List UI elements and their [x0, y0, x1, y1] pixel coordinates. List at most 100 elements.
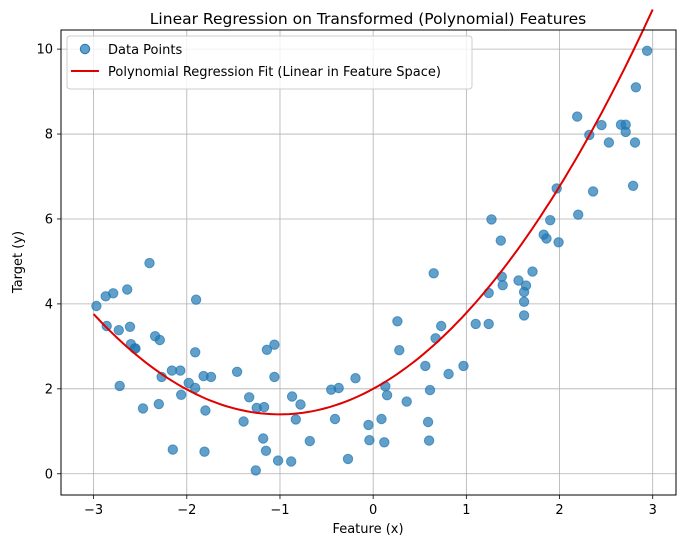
y-tick-label: 0 [45, 467, 53, 482]
data-point [114, 380, 125, 392]
data-point [342, 453, 354, 465]
data-point [436, 320, 447, 332]
data-point [286, 456, 297, 467]
data-point [518, 296, 530, 307]
y-tick-label: 8 [45, 128, 53, 143]
data-point [113, 325, 125, 336]
data-point [641, 45, 653, 56]
data-point [572, 111, 583, 122]
data-point [329, 413, 341, 425]
data-point [483, 318, 494, 330]
data-point [495, 235, 506, 246]
data-point [379, 437, 390, 448]
data-point [630, 82, 642, 93]
data-point [199, 446, 210, 457]
data-point [424, 384, 436, 396]
data-point [364, 435, 375, 446]
data-point [175, 365, 186, 376]
data-point [124, 321, 136, 332]
data-point [200, 405, 211, 416]
data-point [258, 401, 270, 413]
data-point [290, 414, 301, 425]
data-point [269, 371, 280, 383]
legend-box [66, 35, 473, 90]
regression-fit-line [92, 9, 654, 416]
data-point [286, 391, 298, 402]
data-point [470, 318, 481, 330]
data-point [231, 366, 243, 377]
data-point [620, 126, 631, 138]
data-point [269, 339, 280, 350]
y-axis: 0 2 4 6 8 10 [36, 43, 61, 482]
data-point [333, 382, 344, 394]
data-point [376, 413, 387, 425]
data-point [153, 398, 165, 410]
plot-area [91, 9, 654, 476]
y-tick-label: 10 [36, 43, 53, 58]
data-point [443, 368, 454, 380]
y-tick-label: 2 [45, 382, 53, 397]
data-point [381, 390, 393, 401]
data-point [144, 257, 155, 269]
data-point [154, 334, 166, 346]
x-tick-label: 3 [649, 503, 657, 518]
x-tick-label: 0 [369, 503, 377, 518]
data-point [513, 275, 524, 286]
data-point [545, 215, 556, 226]
legend-label-data-points: Data Points [108, 43, 182, 58]
data-point [272, 455, 284, 466]
data-point [238, 416, 249, 427]
legend: Data Points Polynomial Regression Fit (L… [66, 35, 473, 90]
data-point [304, 435, 315, 447]
data-point [401, 396, 412, 407]
data-point [258, 433, 269, 444]
data-point [190, 294, 202, 305]
data-point [350, 373, 361, 384]
data-point [392, 316, 403, 327]
legend-marker-data-points [79, 43, 91, 55]
data-point [422, 416, 434, 428]
data-point [190, 347, 201, 358]
y-tick-label: 6 [45, 212, 53, 227]
data-point [541, 233, 552, 244]
data-point [423, 435, 435, 446]
x-tick-label: 2 [555, 503, 563, 518]
data-point [428, 268, 439, 279]
data-point [363, 419, 374, 431]
data-point [486, 214, 497, 225]
data-point [205, 371, 217, 383]
data-point [295, 399, 306, 410]
axes-frame [60, 29, 677, 496]
data-point [627, 180, 639, 192]
data-point [629, 137, 641, 148]
data-point [250, 465, 262, 476]
x-tick-label: −2 [177, 503, 196, 518]
x-axis-label: Feature (x) [332, 522, 403, 537]
data-point [108, 288, 119, 299]
data-point [167, 444, 179, 455]
data-point [420, 360, 431, 372]
x-tick-label: −1 [270, 503, 289, 518]
data-point [394, 345, 405, 356]
x-tick-label: 1 [462, 503, 470, 518]
data-point [527, 266, 538, 277]
data-point [122, 284, 133, 295]
data-point [603, 137, 615, 148]
data-point [553, 237, 564, 248]
x-tick-label: −3 [84, 503, 103, 518]
y-axis-label: Target (y) [11, 231, 26, 294]
chart-title: Linear Regression on Transformed (Polyno… [150, 10, 586, 28]
data-point [520, 280, 532, 291]
data-point [137, 403, 149, 414]
grid [61, 30, 676, 495]
x-axis: −3 −2 −1 0 1 2 3 [84, 495, 657, 518]
data-point [244, 392, 255, 403]
y-tick-label: 4 [45, 297, 53, 312]
data-point [518, 310, 530, 321]
legend-label-fit: Polynomial Regression Fit (Linear in Fea… [108, 65, 441, 80]
data-point [91, 300, 102, 312]
data-point [497, 280, 508, 291]
data-point [596, 119, 607, 131]
